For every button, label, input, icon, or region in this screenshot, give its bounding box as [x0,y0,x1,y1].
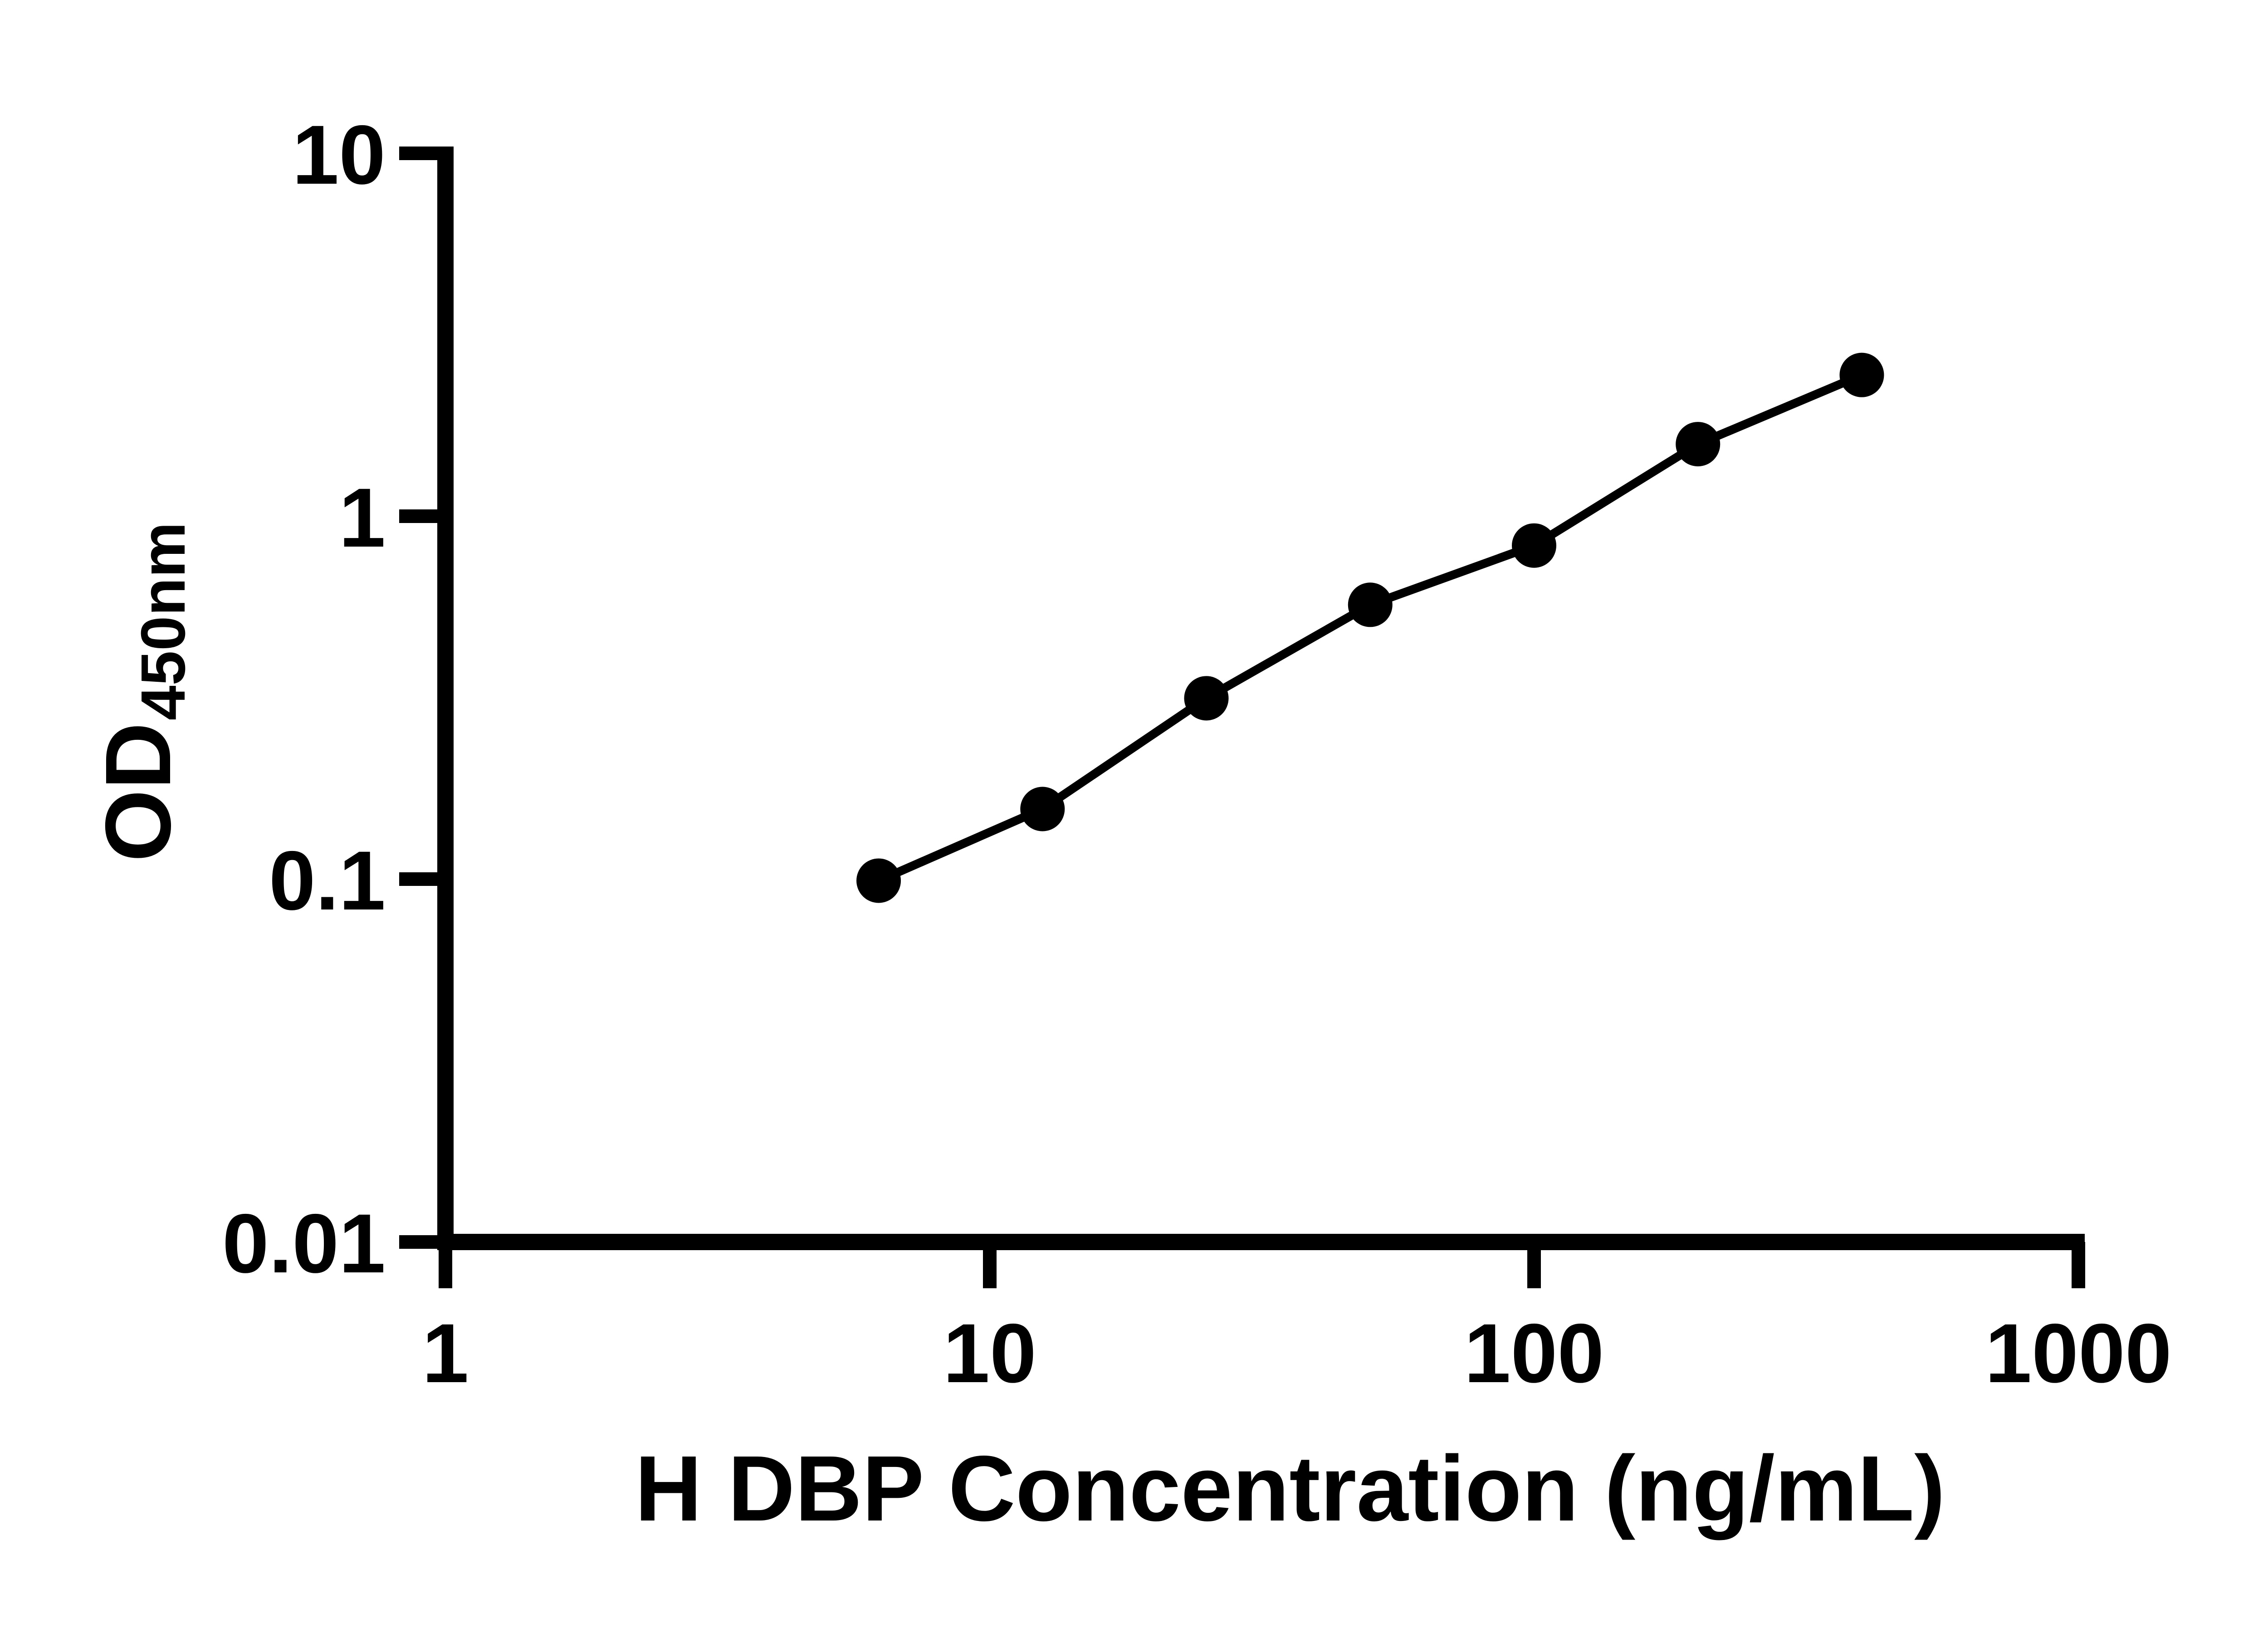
y-axis-title: OD 450nm [86,522,198,862]
data-point-marker [856,858,901,903]
series-group [856,352,1884,903]
y-tick-label: 10 [292,108,386,202]
data-point-marker [1512,523,1556,568]
data-point-marker [1184,676,1229,721]
data-point-marker [1020,787,1065,831]
x-tick-label: 1000 [1985,1307,2172,1400]
y-axis-title-main: OD [86,723,190,862]
data-point-marker [1676,422,1721,467]
y-tick-label: 0.01 [222,1197,386,1291]
data-point-marker [1348,582,1393,627]
x-tick-label: 10 [943,1307,1036,1400]
x-tick-label: 100 [1464,1307,1604,1400]
data-point-marker [1839,352,1884,397]
y-tick-label: 1 [339,471,386,565]
tick-labels: 10 1 0.1 0.01 1 10 100 1000 [222,108,2172,1400]
y-axis-title-subscript: 450nm [128,522,198,720]
y-tick-label: 0.1 [269,834,386,928]
axes [399,147,2085,1288]
x-axis-title: H DBP Concentration (ng/mL) [635,1437,1945,1540]
x-tick-label: 1 [422,1307,469,1400]
